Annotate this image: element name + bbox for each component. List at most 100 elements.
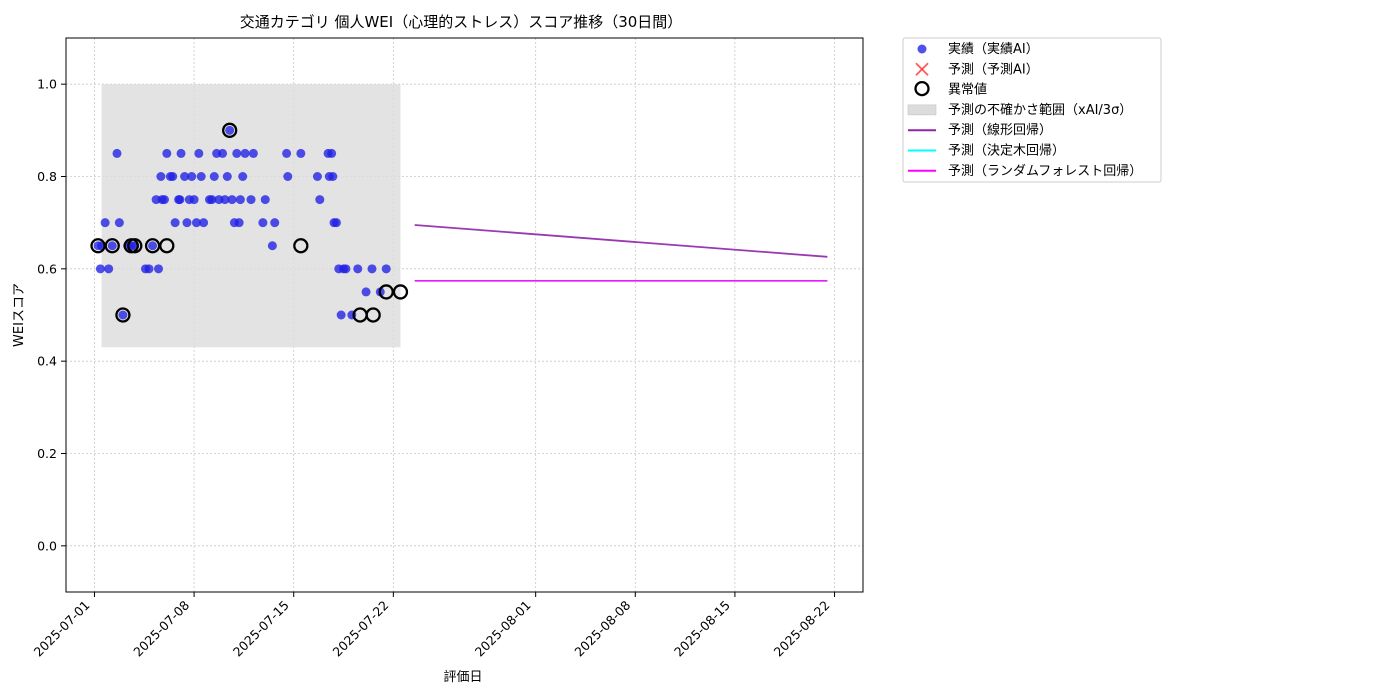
actual-point bbox=[114, 218, 124, 228]
actual-point bbox=[112, 148, 122, 158]
actual-point bbox=[246, 195, 256, 205]
legend-label: 実績（実績AI） bbox=[948, 41, 1039, 57]
actual-point bbox=[118, 310, 128, 320]
actual-point bbox=[353, 264, 363, 274]
x-tick-label: 2025-07-08 bbox=[130, 597, 192, 659]
actual-point bbox=[187, 172, 197, 181]
legend-item-predicted: 予測（予測AI） bbox=[915, 62, 1039, 77]
actual-point bbox=[168, 172, 178, 181]
actual-point bbox=[180, 172, 190, 181]
actual-point bbox=[361, 287, 371, 297]
actual-point bbox=[222, 172, 232, 181]
y-tick-label: 0.6 bbox=[37, 261, 57, 276]
legend-item-forest: 予測（ランダムフォレスト回帰） bbox=[908, 163, 1142, 179]
outlier-point bbox=[144, 238, 161, 254]
actual-point bbox=[336, 310, 346, 320]
actual-point bbox=[107, 241, 117, 251]
actual-point bbox=[225, 125, 235, 135]
uncertainty-band bbox=[101, 84, 401, 348]
x-tick-label: 2025-08-22 bbox=[771, 598, 833, 660]
legend-frame bbox=[902, 37, 1162, 183]
legend-label: 予測（ランダムフォレスト回帰） bbox=[948, 163, 1142, 179]
actual-point bbox=[270, 218, 280, 228]
actual-point bbox=[296, 148, 306, 158]
actual-point bbox=[175, 195, 185, 205]
actual-point bbox=[248, 148, 258, 158]
actual-point bbox=[170, 218, 180, 228]
legend-label: 予測（線形回帰） bbox=[948, 122, 1052, 138]
plot-frame bbox=[65, 37, 864, 593]
outlier-point bbox=[127, 238, 143, 254]
y-tick-label: 0.8 bbox=[37, 169, 57, 184]
actual-point bbox=[162, 148, 172, 158]
actual-point bbox=[148, 241, 158, 251]
actual-point bbox=[100, 218, 110, 228]
legend-label: 異常値 bbox=[948, 82, 987, 98]
actual-point bbox=[156, 172, 166, 181]
uncertainty-band-layer bbox=[101, 84, 401, 348]
legend-dot-marker bbox=[917, 44, 927, 54]
x-tick-label: 2025-08-01 bbox=[472, 598, 534, 660]
prediction-line-linear bbox=[414, 224, 828, 258]
legend-label: 予測の不確かさ範囲（xAI/3σ） bbox=[948, 102, 1132, 118]
actual-point bbox=[209, 172, 219, 181]
x-tick-label: 2025-08-08 bbox=[571, 597, 633, 659]
legend-label: 予測（予測AI） bbox=[948, 62, 1039, 77]
legend-item-tree: 予測（決定木回帰） bbox=[908, 143, 1065, 159]
actual-point bbox=[327, 148, 337, 158]
legend-item-outlier: 異常値 bbox=[914, 80, 987, 98]
actual-point bbox=[95, 264, 105, 274]
actual-point bbox=[199, 218, 209, 228]
actual-point bbox=[104, 264, 114, 274]
actual-point bbox=[220, 195, 230, 205]
x-axis-ticks: 2025-07-01 2025-07-08 2025-07-15 2025-07-22… bbox=[31, 592, 836, 660]
outlier-point bbox=[365, 307, 381, 323]
actual-point bbox=[196, 172, 206, 181]
actual-point bbox=[267, 241, 277, 251]
legend-item-linear: 予測（線形回帰） bbox=[908, 122, 1052, 138]
y-axis-ticks: 0.0 0.2 0.4 0.6 0.8 1.0 bbox=[37, 77, 66, 553]
actual-point bbox=[154, 264, 164, 274]
actual-point bbox=[189, 195, 199, 205]
outlier-point bbox=[392, 284, 409, 300]
legend-item-band: 予測の不確かさ範囲（xAI/3σ） bbox=[907, 102, 1132, 118]
actual-point bbox=[207, 195, 217, 205]
outlier-point bbox=[90, 238, 106, 254]
actual-point bbox=[240, 148, 250, 158]
actual-point bbox=[283, 172, 293, 181]
x-tick-label: 2025-07-22 bbox=[329, 598, 391, 660]
legend-ring-marker bbox=[914, 80, 930, 97]
actual-point bbox=[341, 264, 351, 274]
actual-point bbox=[328, 172, 338, 181]
actual-point bbox=[159, 195, 169, 205]
actual-point bbox=[235, 195, 245, 205]
chart-title: 交通カテゴリ 個人WEI（心理的ストレス）スコア推移（30日間） bbox=[240, 13, 683, 31]
actual-point bbox=[258, 218, 268, 228]
actual-point bbox=[227, 195, 237, 205]
legend-x-marker bbox=[915, 62, 929, 76]
actual-point bbox=[367, 264, 377, 274]
actual-point bbox=[176, 148, 186, 158]
x-tick-label: 2025-07-01 bbox=[31, 598, 93, 660]
prediction-lines-layer bbox=[414, 224, 828, 282]
outlier-point bbox=[378, 284, 394, 300]
actual-point bbox=[218, 148, 228, 158]
outlier-point bbox=[115, 307, 131, 323]
outlier-point bbox=[159, 238, 175, 254]
outlier-point bbox=[222, 122, 238, 138]
legend-item-actual: 実績（実績AI） bbox=[917, 41, 1039, 57]
actual-point bbox=[182, 218, 192, 228]
y-axis-label: WEIスコア bbox=[12, 283, 27, 347]
actual-point bbox=[144, 264, 154, 274]
actual-point bbox=[194, 148, 204, 158]
outlier-point bbox=[104, 238, 120, 254]
y-tick-label: 0.0 bbox=[37, 538, 57, 553]
x-tick-label: 2025-08-15 bbox=[671, 598, 733, 660]
actual-point bbox=[234, 218, 244, 228]
actual-point bbox=[381, 264, 391, 274]
x-tick-label: 2025-07-15 bbox=[230, 598, 292, 660]
legend-band-swatch bbox=[907, 104, 937, 116]
actual-point bbox=[232, 148, 242, 158]
